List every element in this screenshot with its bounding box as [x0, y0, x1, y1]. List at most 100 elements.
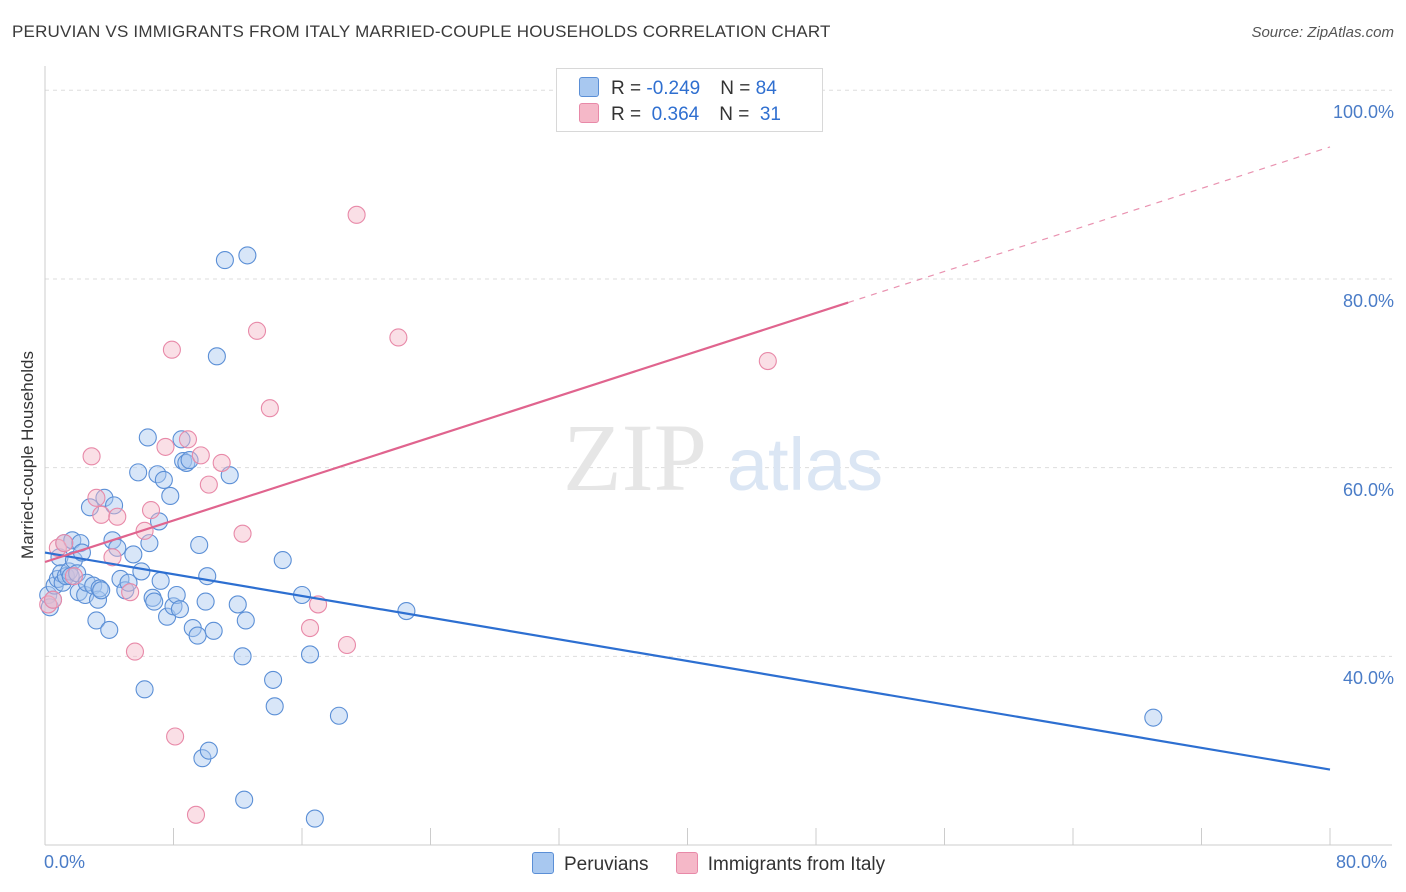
series-legend: Peruvians Immigrants from Italy: [532, 852, 907, 876]
peruvian-point: [135, 680, 154, 699]
italy-point: [199, 475, 218, 494]
y-tick-label: 60.0%: [1342, 479, 1394, 500]
legend-n-value: 84: [755, 78, 777, 99]
italy-point: [92, 505, 111, 524]
peruvian-point: [180, 451, 199, 470]
peruvian-point: [190, 535, 209, 555]
peruvian-point: [236, 611, 255, 630]
peruvian-point: [207, 347, 226, 366]
italy-point: [758, 351, 777, 371]
peruvian-point: [172, 430, 191, 449]
italy-point: [103, 548, 122, 567]
peruvian-point: [238, 246, 257, 265]
peruvian-point: [228, 595, 247, 614]
italy-point: [64, 567, 83, 586]
italy-point: [212, 453, 231, 472]
legend-row-italy: R = 0.364 N = 31: [579, 103, 781, 127]
legend-r-value: 0.364: [646, 104, 700, 125]
peruvian-point: [92, 581, 111, 600]
peruvian-point: [174, 451, 193, 471]
peruvian-point: [100, 620, 119, 639]
italy-swatch: [675, 852, 698, 874]
italy-point: [141, 501, 161, 520]
trend-lines: [44, 146, 1331, 771]
legend-label-peruvians: Peruvians: [564, 854, 649, 875]
peruvian-point: [233, 647, 252, 666]
peruvian-point: [329, 706, 348, 725]
peruvian-point: [265, 697, 284, 716]
legend-swatch-pink: [579, 103, 599, 123]
y-tick-label: 80.0%: [1342, 290, 1394, 311]
italy-point: [389, 328, 408, 347]
legend-n-value: 31: [754, 104, 781, 125]
peruvians-swatch: [532, 852, 554, 874]
italy-point: [178, 430, 198, 449]
legend-item-italy[interactable]: Immigrants from Italy: [675, 852, 886, 876]
peruvian-point: [273, 551, 292, 570]
peruvian-point: [177, 453, 196, 472]
italy-point: [156, 437, 175, 456]
watermark-zip: ZIP: [563, 404, 707, 511]
peruvian-point: [305, 809, 324, 828]
peruvian-point: [138, 428, 157, 447]
peruvian-point: [215, 251, 234, 270]
peruvian-point: [196, 592, 215, 611]
italy-point: [233, 524, 252, 543]
italy-point: [125, 642, 144, 661]
peruvian-point: [145, 592, 164, 611]
peruvian-point: [167, 585, 186, 605]
y-tick-label: 40.0%: [1342, 668, 1394, 689]
italy-point: [108, 507, 127, 526]
italy-point: [166, 727, 185, 746]
series-peruvians: [39, 246, 1163, 828]
peruvian-point: [129, 463, 148, 482]
peruvian-point: [170, 600, 189, 619]
peruvian-point: [193, 749, 212, 768]
legend-r-label: R =: [611, 78, 647, 99]
x-tick-label-max: 80.0%: [1336, 852, 1388, 872]
legend-row-peruvians: R = -0.249 N = 84: [579, 77, 777, 101]
peruvian-point: [105, 496, 124, 515]
italy-point: [186, 805, 206, 824]
legend-label-italy: Immigrants from Italy: [707, 854, 886, 875]
italy-point: [82, 447, 101, 466]
italy-point: [191, 446, 210, 465]
watermark-atlas: atlas: [727, 423, 883, 506]
legend-item-peruvians[interactable]: Peruvians: [532, 852, 649, 876]
italy-point: [260, 399, 279, 418]
peruvian-point: [235, 790, 254, 809]
peruvian-point: [204, 621, 223, 640]
peruvian-point: [397, 601, 416, 621]
italy-trend-line: [44, 301, 849, 564]
italy-point: [247, 321, 267, 340]
peruvians-trend-line: [44, 551, 1331, 771]
italy-point: [347, 205, 366, 224]
y-tick-label: 100.0%: [1332, 102, 1394, 123]
italy-point: [162, 340, 181, 359]
legend-n-label: N =: [719, 104, 755, 125]
italy-point: [87, 488, 106, 507]
chart-title: PERUVIAN VS IMMIGRANTS FROM ITALY MARRIE…: [12, 22, 831, 41]
italy-point: [121, 583, 140, 602]
italy-trend-extension: [847, 146, 1331, 304]
legend-n-label: N =: [720, 78, 756, 99]
peruvian-point: [300, 645, 320, 664]
peruvian-point: [264, 670, 283, 689]
peruvian-point: [161, 486, 180, 506]
peruvian-point: [124, 545, 143, 564]
axes: [44, 66, 1392, 846]
italy-point: [300, 618, 320, 638]
italy-point: [43, 590, 63, 609]
x-tick-label-min: 0.0%: [44, 852, 86, 872]
correlation-legend: R = -0.249 N = 84 R = 0.364 N = 31: [556, 68, 823, 132]
legend-r-value: -0.249: [646, 78, 701, 99]
source-label: Source: ZipAtlas.com: [1251, 24, 1394, 41]
peruvian-point: [68, 564, 87, 583]
peruvian-point: [199, 741, 218, 760]
watermark: ZIP atlas: [563, 404, 883, 511]
peruvian-point: [87, 611, 106, 630]
peruvian-point: [88, 590, 108, 609]
series-immigrants-from-italy: [39, 205, 777, 824]
peruvian-point: [154, 470, 173, 489]
